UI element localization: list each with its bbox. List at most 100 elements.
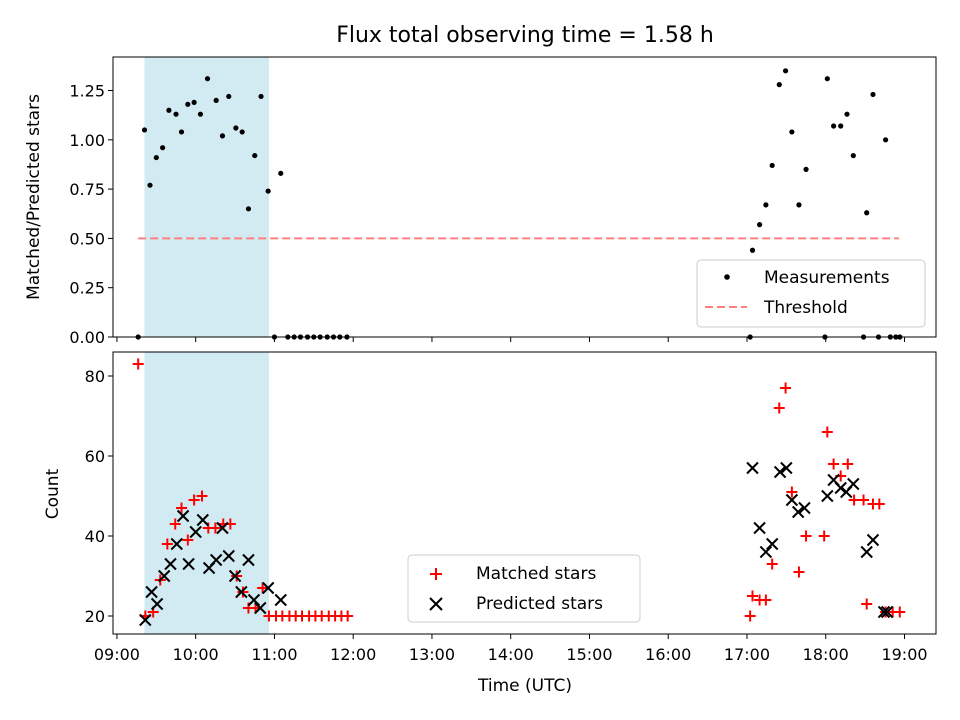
predicted-star-marker bbox=[798, 501, 811, 515]
matched-star-marker bbox=[848, 494, 860, 506]
predicted-star-marker bbox=[145, 585, 158, 599]
matched-star-marker bbox=[744, 610, 756, 622]
measurement-point bbox=[769, 162, 775, 169]
predicted-star-marker bbox=[242, 553, 255, 567]
legend-matched-label: Matched stars bbox=[476, 564, 596, 584]
matched-star-marker bbox=[257, 582, 269, 594]
top-legend: Measurements Threshold bbox=[696, 259, 926, 328]
measurement-point bbox=[213, 97, 219, 103]
predicted-star-marker bbox=[196, 513, 209, 527]
matched-star-marker bbox=[760, 594, 772, 606]
predicted-star-marker bbox=[773, 465, 787, 479]
measurement-point bbox=[782, 68, 789, 74]
measurement-point bbox=[844, 111, 850, 117]
top-y-tick-label: 0.50 bbox=[69, 229, 105, 248]
predicted-star-marker bbox=[866, 533, 880, 547]
measurement-point bbox=[796, 202, 802, 208]
predicted-star-marker bbox=[228, 569, 242, 583]
matched-star-marker bbox=[894, 606, 906, 618]
predicted-star-marker bbox=[209, 553, 223, 567]
measurement-point bbox=[147, 182, 153, 188]
predicted-star-marker bbox=[182, 557, 195, 571]
bottom-axes-frame bbox=[112, 351, 937, 635]
predicted-star-marker bbox=[170, 537, 183, 551]
x-tick-label: 10:00 bbox=[173, 645, 219, 664]
matched-star-marker bbox=[861, 598, 873, 610]
predicted-star-marker bbox=[216, 521, 229, 535]
measurement-point bbox=[245, 206, 252, 212]
x-tick-label: 11:00 bbox=[251, 645, 297, 664]
measurement-point bbox=[789, 129, 795, 135]
predicted-star-marker bbox=[753, 521, 766, 535]
top-panel: 0.00 0.25 0.50 0.75 1.00 1.25 Matched/Predict… bbox=[24, 56, 937, 347]
predicted-star-marker bbox=[780, 461, 793, 475]
matched-star-marker bbox=[858, 494, 870, 506]
bottom-legend: Matched stars Predicted stars bbox=[407, 554, 641, 623]
measurement-point bbox=[219, 133, 226, 139]
matched-star-marker bbox=[746, 590, 758, 602]
x-tick-label: 13:00 bbox=[409, 645, 455, 664]
measurement-point bbox=[173, 111, 179, 117]
matched-star-marker bbox=[237, 586, 249, 598]
matched-star-marker bbox=[842, 458, 854, 470]
measurement-point bbox=[831, 123, 837, 129]
top-y-axis-label: Matched/Predicted stars bbox=[24, 94, 44, 300]
measurement-point bbox=[160, 145, 166, 151]
top-y-tick-label: 1.00 bbox=[69, 131, 105, 150]
measurement-point bbox=[141, 127, 148, 133]
bottom-y-axis-label: Count bbox=[43, 468, 63, 519]
matched-star-marker bbox=[161, 538, 173, 550]
matched-star-marker bbox=[828, 458, 840, 470]
legend-matched-marker bbox=[430, 568, 442, 580]
measurement-point bbox=[153, 154, 159, 161]
predicted-star-marker bbox=[274, 593, 287, 607]
measurement-point bbox=[824, 76, 830, 82]
measurement-point bbox=[265, 188, 271, 194]
predicted-star-marker bbox=[759, 545, 773, 559]
x-tick-label: 14:00 bbox=[488, 645, 534, 664]
matched-star-marker bbox=[231, 570, 243, 582]
predicted-star-marker bbox=[176, 509, 190, 523]
measurement-point bbox=[258, 93, 264, 100]
matched-star-marker bbox=[209, 522, 221, 534]
measurement-point bbox=[776, 82, 782, 88]
bottom-y-tick-label: 40 bbox=[85, 527, 105, 546]
measurement-point bbox=[870, 91, 876, 98]
predicted-star-marker bbox=[150, 597, 164, 611]
top-axes-frame bbox=[112, 56, 937, 338]
measurement-point bbox=[185, 101, 191, 107]
matched-star-marker bbox=[188, 494, 200, 506]
measurement-point bbox=[239, 129, 245, 135]
matched-star-marker bbox=[182, 534, 194, 546]
matched-star-marker bbox=[821, 426, 833, 438]
predicted-star-marker bbox=[157, 569, 171, 583]
top-y-tick-label: 0.00 bbox=[69, 328, 105, 347]
measurement-point bbox=[278, 170, 284, 176]
x-tick-label: 18:00 bbox=[803, 645, 849, 664]
measurement-point bbox=[756, 222, 763, 228]
top-y-tick-label: 0.75 bbox=[69, 180, 105, 199]
measurement-point bbox=[233, 125, 239, 131]
predicted-star-marker bbox=[860, 545, 873, 559]
matched-star-marker bbox=[818, 530, 830, 542]
predicted-star-marker bbox=[254, 601, 267, 615]
predicted-star-marker bbox=[880, 605, 894, 619]
matched-star-marker bbox=[873, 498, 885, 510]
measurement-point bbox=[166, 107, 172, 113]
measurement-point bbox=[882, 137, 889, 143]
legend-measurements-label: Measurements bbox=[764, 268, 890, 288]
measurement-point bbox=[178, 129, 185, 135]
x-tick-label: 16:00 bbox=[645, 645, 691, 664]
predicted-star-marker bbox=[821, 489, 834, 503]
matched-star-marker bbox=[132, 358, 144, 370]
predicted-star-marker bbox=[785, 493, 799, 507]
predicted-star-marker bbox=[765, 537, 779, 551]
legend-predicted-marker bbox=[429, 597, 443, 611]
matched-star-marker bbox=[766, 558, 778, 570]
top-shaded-interval bbox=[144, 57, 269, 337]
matched-star-marker bbox=[780, 382, 792, 394]
bottom-shaded-interval bbox=[144, 352, 269, 634]
matched-star-marker bbox=[342, 610, 354, 622]
predicted-star-marker bbox=[164, 557, 177, 571]
